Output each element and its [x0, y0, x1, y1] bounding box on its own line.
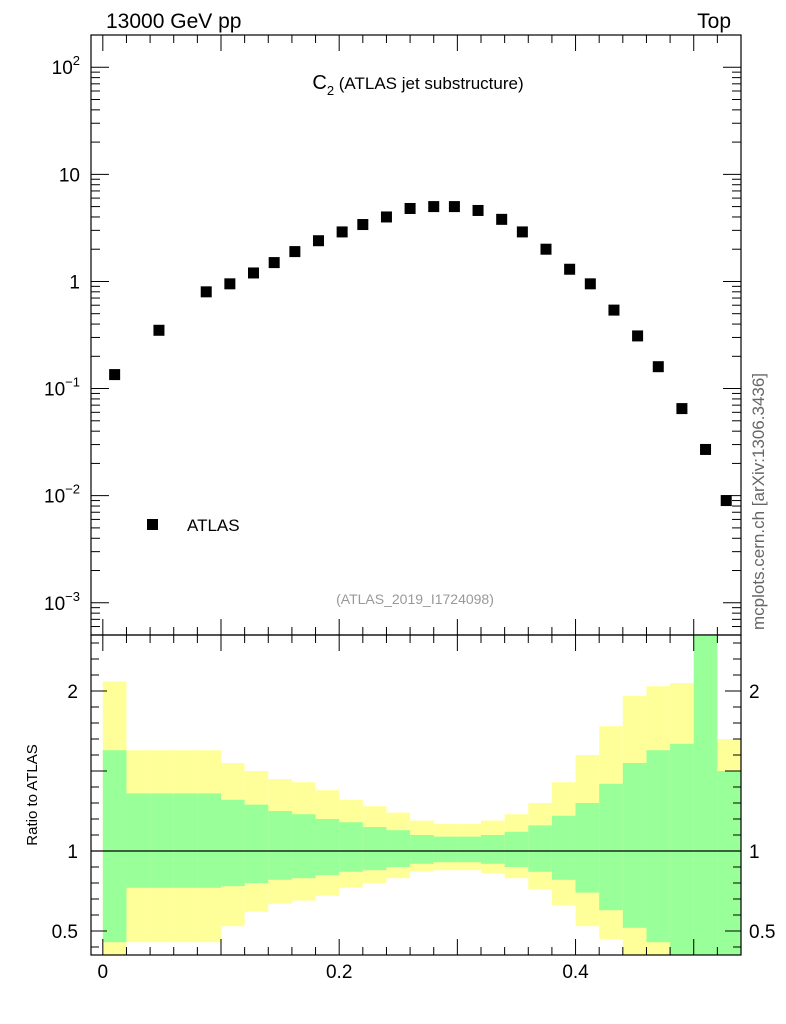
data-point	[153, 324, 165, 336]
band-bin	[670, 743, 694, 955]
band-bin	[102, 750, 127, 943]
data-point	[496, 213, 508, 225]
band-bin	[528, 825, 552, 872]
band-bin	[646, 750, 671, 943]
data-point	[540, 243, 552, 255]
band-bin	[693, 635, 718, 955]
y-tick-label: 10−1	[44, 375, 80, 401]
ratio-y-axis-label: Ratio to ATLAS	[24, 744, 41, 845]
ratio-axis-ticks	[91, 635, 742, 955]
data-point	[720, 495, 732, 507]
band-bin	[504, 831, 529, 867]
ratio-y-tick-label-right: 0.5	[749, 922, 775, 943]
main-y-tick-labels: 102 10 1 10−1 10−2 10−3	[44, 53, 80, 615]
ratio-y-tick-label: 2	[67, 682, 78, 703]
ratio-y-tick-label-right: 1	[749, 842, 760, 863]
data-point	[676, 403, 688, 415]
y-tick-label: 10	[59, 165, 80, 186]
data-point	[448, 201, 460, 213]
ratio-plot-frame	[90, 634, 742, 956]
data-point	[428, 201, 440, 213]
ratio-y-tick-label: 1	[67, 842, 78, 863]
data-point	[336, 226, 348, 238]
legend-label: ATLAS	[187, 516, 240, 535]
data-points	[109, 201, 732, 507]
band-bin	[551, 815, 576, 880]
chart-title: C2 (ATLAS jet substructure)	[312, 72, 523, 98]
data-point	[248, 267, 259, 279]
data-point	[289, 246, 301, 258]
data-point	[404, 202, 416, 214]
legend: ATLAS	[147, 516, 240, 535]
band-bin	[622, 763, 647, 928]
ratio-y-tick-label: 0.5	[52, 922, 78, 943]
band-bin	[575, 803, 600, 893]
data-point	[608, 304, 620, 316]
band-bin	[386, 830, 411, 867]
ratio-tick-labels: 0.5 0.5 1 1 2 2 0 0.2 0.4	[52, 682, 776, 983]
x-tick-label: 0.2	[326, 962, 352, 983]
data-point	[564, 263, 576, 275]
band-bin	[599, 783, 623, 911]
band-bin	[126, 793, 151, 888]
data-point	[516, 226, 528, 238]
band-bin	[717, 771, 741, 955]
x-tick-label: 0	[98, 962, 109, 983]
band-bin	[221, 799, 245, 887]
main-axis-ticks	[91, 34, 742, 636]
band-bin	[268, 811, 292, 880]
x-tick-label: 0.4	[562, 962, 589, 983]
data-point	[224, 278, 236, 290]
data-point	[632, 330, 644, 342]
data-point	[268, 257, 280, 269]
y-tick-label: 1	[69, 272, 80, 293]
analysis-label: (ATLAS_2019_I1724098)	[336, 591, 494, 607]
uncertainty-bands	[102, 635, 741, 955]
header-left: 13000 GeV pp	[106, 10, 241, 33]
header-right: Top	[697, 10, 731, 33]
band-bin	[173, 793, 198, 888]
band-bin	[244, 804, 269, 883]
band-bin	[410, 835, 434, 864]
data-point	[109, 369, 121, 381]
band-bin	[150, 793, 174, 888]
data-point	[700, 443, 712, 455]
main-plot-frame	[90, 34, 742, 636]
y-tick-label: 10−2	[44, 482, 80, 508]
data-point	[380, 211, 392, 223]
ratio-plot-panel: 0.5 0.5 1 1 2 2 0 0.2 0.4 Ratio to ATLAS	[24, 634, 776, 983]
band-bin	[339, 822, 363, 872]
ratio-y-tick-label-right: 2	[749, 682, 760, 703]
data-point	[584, 278, 596, 290]
band-bin	[291, 814, 316, 879]
data-point	[357, 219, 369, 231]
data-point	[313, 235, 324, 247]
y-tick-label: 102	[52, 53, 80, 79]
band-bin	[197, 793, 221, 888]
band-bin	[433, 836, 458, 863]
main-plot-panel: 102 10 1 10−1 10−2 10−3 C2 (ATLAS jet substru…	[44, 34, 742, 636]
y-tick-label: 10−3	[44, 589, 80, 615]
band-bin	[457, 836, 481, 863]
band-bin	[362, 827, 387, 871]
data-point	[200, 286, 212, 298]
side-label: mcplots.cern.ch [arXiv:1306.3436]	[749, 373, 768, 630]
band-bin	[315, 819, 340, 875]
legend-marker	[147, 519, 158, 530]
data-point	[472, 204, 484, 216]
data-point	[652, 361, 664, 373]
band-bin	[481, 835, 505, 864]
